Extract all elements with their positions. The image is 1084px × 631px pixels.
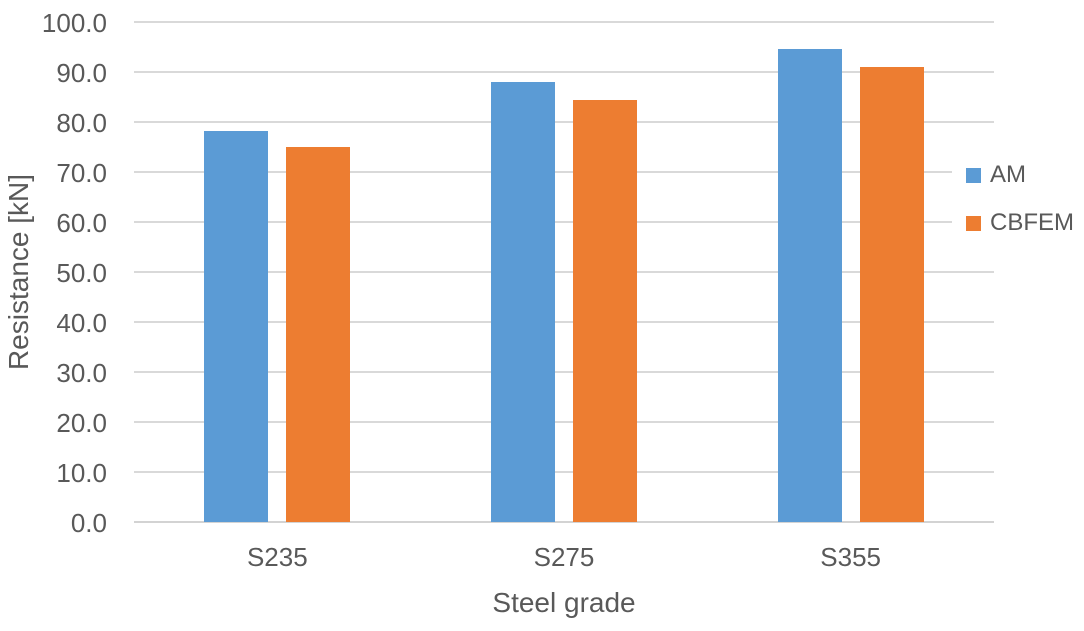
legend: AM CBFEM bbox=[952, 150, 1084, 248]
legend-swatch-am bbox=[966, 167, 981, 183]
x-axis-tick-label: S235 bbox=[246, 542, 308, 572]
y-axis-tick-label: 70.0 bbox=[56, 158, 107, 188]
gridline bbox=[134, 321, 994, 323]
gridline bbox=[134, 121, 994, 123]
y-axis-tick-label: 50.0 bbox=[56, 258, 107, 288]
y-axis-tick-label: 30.0 bbox=[56, 358, 107, 388]
gridline bbox=[134, 171, 994, 173]
gridline bbox=[134, 471, 994, 473]
y-axis-tick-label: 100.0 bbox=[41, 8, 107, 38]
y-axis-tick-label: 10.0 bbox=[56, 458, 107, 488]
x-axis-tick-label: S275 bbox=[533, 542, 595, 572]
bar-am-s275 bbox=[491, 82, 555, 522]
gridline bbox=[134, 271, 994, 273]
gridline bbox=[134, 71, 994, 73]
gridline bbox=[134, 421, 994, 423]
bar-am-s355 bbox=[777, 49, 842, 522]
y-axis-tick-label: 90.0 bbox=[56, 58, 107, 88]
y-axis-tick-label: 40.0 bbox=[56, 308, 107, 338]
bar-am-s235 bbox=[204, 131, 269, 522]
legend-item-cbfem: CBFEM bbox=[966, 211, 1074, 235]
gridline bbox=[134, 371, 994, 373]
x-axis-title: Steel grade bbox=[492, 587, 636, 618]
x-axis-tick-label: S355 bbox=[820, 542, 882, 572]
bar-cbfem-s235 bbox=[286, 147, 351, 522]
y-axis-tick-label: 0.0 bbox=[70, 508, 107, 538]
y-axis-tick-label: 60.0 bbox=[56, 208, 107, 238]
legend-label-cbfem: CBFEM bbox=[990, 209, 1074, 236]
bar-cbfem-s355 bbox=[859, 67, 924, 522]
plot-area bbox=[134, 21, 994, 523]
x-axis-line bbox=[134, 521, 994, 523]
legend-label-am: AM bbox=[990, 161, 1026, 188]
gridline bbox=[134, 221, 994, 223]
bar-cbfem-s275 bbox=[573, 100, 637, 522]
y-axis-tick-label: 80.0 bbox=[56, 108, 107, 138]
gridline bbox=[134, 21, 994, 23]
legend-swatch-cbfem bbox=[966, 215, 981, 231]
legend-item-am: AM bbox=[966, 163, 1074, 187]
y-axis-tick-label: 20.0 bbox=[56, 408, 107, 438]
